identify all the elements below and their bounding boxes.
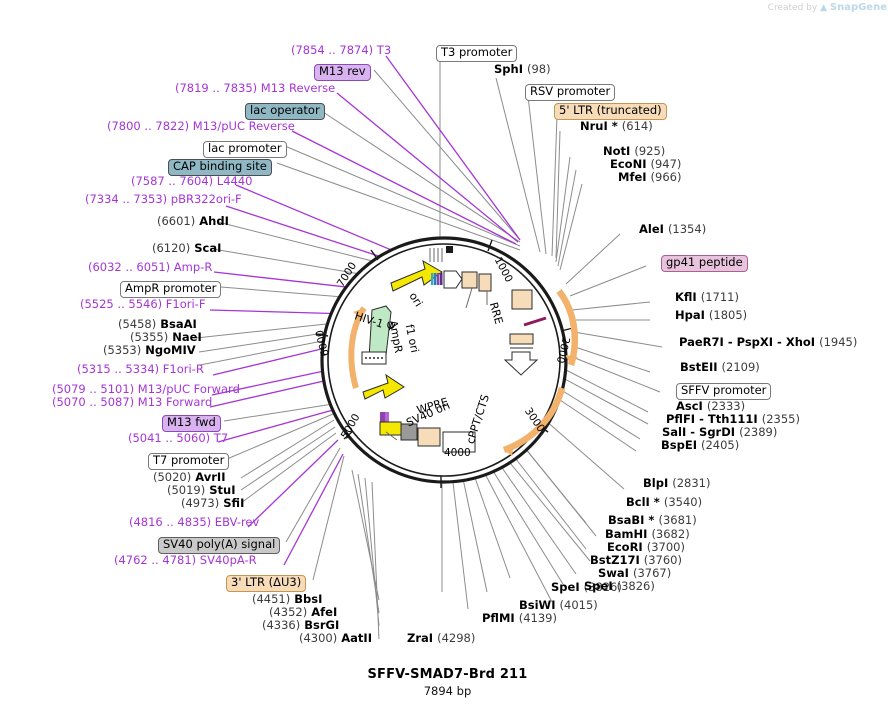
primer-label-l4440[interactable]: (7587 .. 7604) L4440 [131, 174, 253, 188]
feature-box-m13-fwd[interactable]: M13 fwd [162, 413, 221, 432]
feature-box-t3-promoter[interactable]: T3 promoter [436, 43, 518, 62]
enzyme-label-bsrgi[interactable]: (4336) BsrGI [262, 618, 340, 632]
primer-label-m13-forward[interactable]: (5070 .. 5087) M13 Forward [52, 395, 213, 409]
primer-label-m13-puc-reverse[interactable]: (7800 .. 7822) M13/pUC Reverse [107, 119, 295, 133]
feature-box-rsv-promoter[interactable]: RSV promoter [525, 82, 616, 101]
enzyme-label-spei[interactable]: SpeI (3826) [584, 579, 655, 593]
ruler-label-3000: 3000 [522, 405, 547, 435]
enzyme-label-bcli[interactable]: BclI * (3540) [626, 495, 703, 509]
feature-label-f1-ori: f1 ori [402, 323, 422, 354]
feature-label-rre: RRE [486, 300, 506, 326]
enzyme-label-sali-sgrdi[interactable]: SalI - SgrDI (2389) [662, 425, 778, 439]
ruler-label-1000: 1000 [491, 255, 515, 285]
feature-box-3prime-ltr[interactable]: 3' LTR (ΔU3) [226, 573, 307, 592]
ruler-label-4000: 4000 [444, 447, 471, 459]
feature-box-sv40-polya-signal[interactable]: SV40 poly(A) signal [158, 535, 281, 554]
enzyme-label-aatii[interactable]: (4300) AatII [299, 631, 372, 645]
enzyme-label-ngomiv[interactable]: (5353) NgoMIV [103, 343, 196, 357]
ruler-label-2000: 2000 [553, 335, 572, 365]
enzyme-label-bstell[interactable]: BstEII (2109) [680, 360, 760, 374]
primer-label-ebv-rev[interactable]: (4816 .. 4835) EBV-rev [129, 515, 260, 529]
feature-box-t7-promoter[interactable]: T7 promoter [148, 451, 230, 470]
enzyme-label-scai[interactable]: (6120) ScaI [152, 241, 222, 255]
watermark-prefix: Created by [767, 3, 818, 13]
feature-box-sffv-promoter[interactable]: SFFV promoter [676, 381, 772, 400]
ruler-label-5000: 5000 [338, 411, 363, 441]
plasmid-length: 7894 bp [423, 684, 472, 698]
primer-label-pbr322ori-f[interactable]: (7334 .. 7353) pBR322ori-F [85, 192, 242, 206]
enzyme-label-afei[interactable]: (4352) AfeI [269, 605, 338, 619]
primer-label-amp-r[interactable]: (6032 .. 6051) Amp-R [88, 260, 213, 274]
enzyme-label-blpi[interactable]: BlpI (2831) [643, 476, 711, 490]
enzyme-label-mfei[interactable]: MfeI (966) [618, 170, 682, 184]
enzyme-label-alei[interactable]: AleI (1354) [639, 222, 707, 236]
feature-label-ori: ori [406, 290, 426, 310]
feature-box-lac-operator[interactable]: lac operator [245, 101, 325, 120]
enzyme-label-swai[interactable]: SwaI (3767) [598, 566, 672, 580]
feature-box-ampr-promoter[interactable]: AmpR promoter [120, 279, 222, 298]
snapgene-logo-icon: ▲ [820, 3, 827, 13]
enzyme-label-bstz17i[interactable]: BstZ17I (3760) [590, 553, 682, 567]
snapgene-watermark: Created by ▲ SnapGene [768, 2, 887, 13]
primer-label-m13-reverse[interactable]: (7819 .. 7835) M13 Reverse [175, 81, 336, 95]
primer-label-t7[interactable]: (5041 .. 5060) T7 [128, 431, 229, 445]
enzyme-label-hpai[interactable]: HpaI (1805) [675, 308, 748, 322]
primer-label-f1ori-r[interactable]: (5315 .. 5334) F1ori-R [77, 362, 204, 376]
feature-label-ampr: AmpR [386, 319, 406, 355]
enzyme-label-bsaai[interactable]: (5458) BsaAI [118, 317, 197, 331]
primer-label-m13-puc-forward[interactable]: (5079 .. 5101) M13/pUC Forward [52, 382, 240, 396]
enzyme-label-zrai[interactable]: ZraI (4298) [407, 631, 476, 645]
primer-label-f1ori-f[interactable]: (5525 .. 5546) F1ori-F [80, 297, 206, 311]
enzyme-label-bsabi[interactable]: BsaBI * (3681) [608, 513, 697, 527]
enzyme-label-spei-3826-bottom[interactable]: SpeI (3826) [551, 580, 622, 594]
feature-box-m13-rev[interactable]: M13 rev [314, 62, 371, 81]
enzyme-label-asci[interactable]: AscI (2333) [676, 399, 746, 413]
feature-box-lac-promoter[interactable]: lac promoter [203, 139, 287, 158]
primer-label-t3[interactable]: (7854 .. 7874) T3 [291, 43, 392, 57]
enzyme-label-econi[interactable]: EcoNI (947) [610, 157, 682, 171]
enzyme-label-bbsi[interactable]: (4451) BbsI [252, 592, 323, 606]
enzyme-label-ahdi[interactable]: (6601) AhdI [157, 214, 229, 228]
enzyme-label-pflfi-tth111i[interactable]: PflFI - Tth111I (2355) [666, 412, 800, 426]
feature-box-gp41-peptide[interactable]: gp41 peptide [661, 253, 748, 272]
feature-label-cppt-cts: cPPT/CTS [463, 392, 492, 446]
watermark-brand: SnapGene [829, 2, 887, 13]
enzyme-label-naei[interactable]: (5355) NaeI [130, 330, 202, 344]
enzyme-label-bsiwi[interactable]: BsiWI (4015) [519, 598, 598, 612]
plasmid-backbone [320, 236, 568, 484]
enzyme-label-kfli[interactable]: KflI (1711) [675, 290, 739, 304]
enzyme-label-paer7i-pspxi-xhoi[interactable]: PaeR7I - PspXI - XhoI (1945) [679, 335, 858, 349]
ruler-label-6000: 6000 [313, 328, 332, 358]
ruler-label-7000: 7000 [334, 260, 360, 290]
enzyme-label-nrui[interactable]: NruI * (614) [580, 119, 653, 133]
page-title: SFFV-SMAD7-Brd 211 [367, 667, 528, 682]
enzyme-label-stui[interactable]: (5019) StuI [167, 483, 236, 497]
enzyme-label-bspei[interactable]: BspEI (2405) [661, 438, 740, 452]
primer-label-sv40pa-r[interactable]: (4762 .. 4781) SV40pA-R [114, 553, 257, 567]
enzyme-label-ecori[interactable]: EcoRI (3700) [607, 540, 685, 554]
enzyme-label-avrii[interactable]: (5020) AvrII [153, 470, 226, 484]
enzyme-label-bamhi[interactable]: BamHI (3682) [605, 527, 690, 541]
enzyme-label-sfii[interactable]: (4973) SfiI [181, 496, 245, 510]
enzyme-label-sphi[interactable]: SphI (98) [494, 62, 551, 76]
enzyme-label-pflmi[interactable]: PflMI (4139) [482, 611, 557, 625]
enzyme-label-noti[interactable]: NotI (925) [603, 144, 666, 158]
feature-box-cap-binding-site[interactable]: CAP binding site [168, 157, 272, 176]
feature-box-5prime-ltr[interactable]: 5' LTR (truncated) [554, 101, 667, 120]
